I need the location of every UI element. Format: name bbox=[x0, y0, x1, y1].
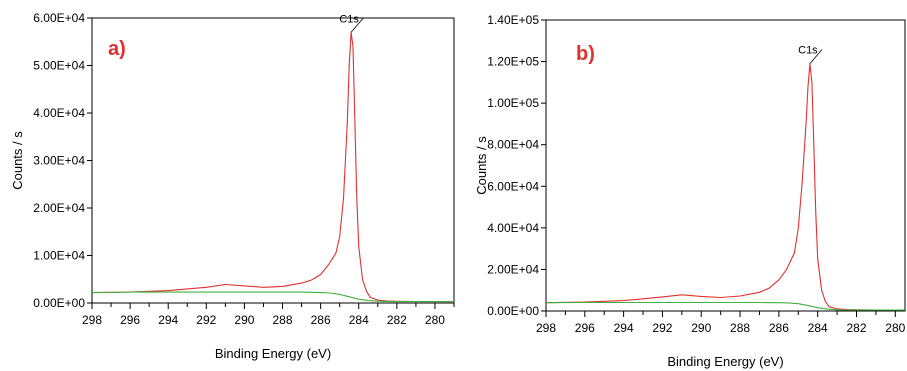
panel-a: 0.00E+00 1.00E+04 2.00E+04 3.00E+04 4.00E+04… bbox=[10, 11, 455, 361]
y-tick-label: 1.20E+05 bbox=[487, 55, 539, 69]
panel-b-x-axis-title: Binding Energy (eV) bbox=[667, 354, 783, 369]
y-tick-label: 1.40E+05 bbox=[487, 13, 539, 27]
panel-b-y-ticks: 0.00E+00 2.00E+04 4.00E+04 6.00E+04 8.00E+04… bbox=[487, 13, 546, 318]
x-tick-label: 280 bbox=[425, 313, 445, 327]
y-tick-label: 0.00E+00 bbox=[33, 296, 85, 310]
x-tick-label: 282 bbox=[387, 313, 407, 327]
panel-b-plot-frame bbox=[545, 19, 906, 312]
x-tick-label: 290 bbox=[691, 321, 711, 335]
panel-a-x-ticks: 298 296 294 292 290 288 286 284 282 280 bbox=[82, 303, 455, 327]
x-tick-label: 282 bbox=[846, 321, 866, 335]
y-tick-label: 0.00E+00 bbox=[487, 304, 539, 318]
x-tick-label: 296 bbox=[120, 313, 140, 327]
x-tick-label: 292 bbox=[652, 321, 672, 335]
y-tick-label: 2.00E+04 bbox=[33, 201, 85, 215]
y-tick-label: 4.00E+04 bbox=[487, 221, 539, 235]
panel-b-y-axis-title: Counts / s bbox=[474, 136, 489, 195]
x-tick-label: 280 bbox=[885, 321, 905, 335]
y-tick-label: 6.00E+04 bbox=[487, 179, 539, 193]
x-tick-label: 292 bbox=[196, 313, 216, 327]
x-tick-label: 286 bbox=[311, 313, 331, 327]
x-tick-label: 284 bbox=[349, 313, 369, 327]
panel-a-series bbox=[91, 31, 454, 303]
y-tick-label: 1.00E+04 bbox=[33, 249, 85, 263]
peak-label: C1s bbox=[798, 45, 818, 57]
y-tick-label: 1.00E+05 bbox=[487, 96, 539, 110]
spectrum-line bbox=[91, 31, 454, 303]
panel-a-plot-frame bbox=[91, 17, 455, 304]
x-tick-label: 296 bbox=[575, 321, 595, 335]
panel-a-x-axis-title: Binding Energy (eV) bbox=[215, 346, 331, 361]
y-tick-label: 4.00E+04 bbox=[33, 106, 85, 120]
x-tick-label: 288 bbox=[730, 321, 750, 335]
x-tick-label: 294 bbox=[158, 313, 178, 327]
x-tick-label: 288 bbox=[273, 313, 293, 327]
peak-leader-line bbox=[350, 17, 364, 33]
panel-a-y-ticks: 0.00E+00 1.00E+04 2.00E+04 3.00E+04 4.00E+04… bbox=[33, 11, 92, 310]
x-tick-label: 298 bbox=[536, 321, 556, 335]
panel-b-annotation: C1s bbox=[798, 45, 823, 64]
panel-a-annotation: C1s bbox=[339, 13, 364, 33]
panel-b-x-ticks: 298 296 294 292 290 288 286 284 282 280 bbox=[536, 311, 906, 335]
panel-b-series bbox=[545, 63, 905, 311]
peak-leader-line bbox=[809, 49, 823, 64]
x-tick-label: 290 bbox=[234, 313, 254, 327]
y-tick-label: 8.00E+04 bbox=[487, 138, 539, 152]
background-line bbox=[545, 301, 905, 311]
y-tick-label: 5.00E+04 bbox=[33, 59, 85, 73]
panel-a-y-axis-title: Counts / s bbox=[10, 131, 25, 190]
x-tick-label: 294 bbox=[614, 321, 634, 335]
y-tick-label: 6.00E+04 bbox=[33, 11, 85, 25]
x-tick-label: 284 bbox=[808, 321, 828, 335]
spectrum-line bbox=[545, 63, 905, 311]
peak-label: C1s bbox=[339, 13, 359, 25]
x-tick-label: 298 bbox=[82, 313, 102, 327]
y-tick-label: 2.00E+04 bbox=[487, 262, 539, 276]
background-line bbox=[91, 291, 454, 303]
x-tick-label: 286 bbox=[769, 321, 789, 335]
y-tick-label: 3.00E+04 bbox=[33, 154, 85, 168]
panel-b: 0.00E+00 2.00E+04 4.00E+04 6.00E+04 8.00E+04… bbox=[474, 13, 906, 369]
panel-a-tag: a) bbox=[108, 38, 126, 60]
panel-b-tag: b) bbox=[576, 43, 595, 65]
